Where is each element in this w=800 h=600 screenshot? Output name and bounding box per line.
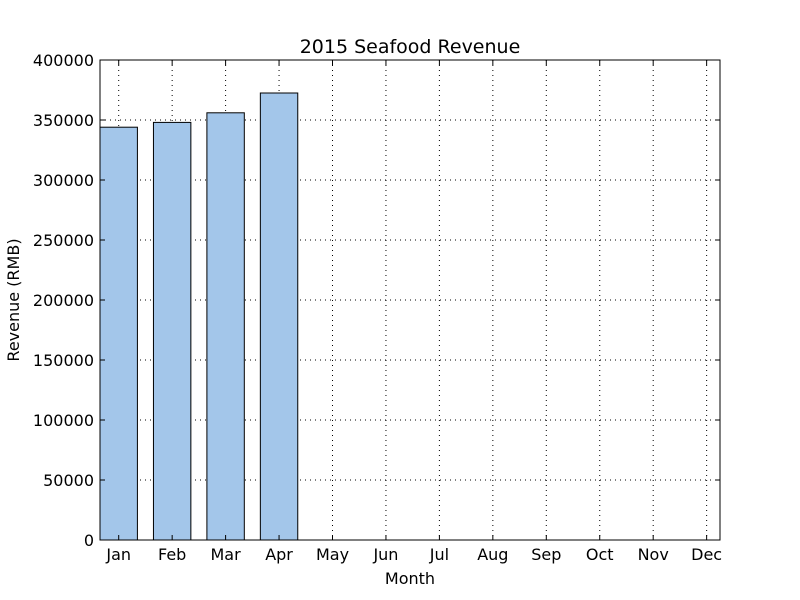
x-tick-label: Dec: [691, 545, 722, 564]
x-tick-label: Nov: [638, 545, 669, 564]
y-tick-label: 200000: [33, 291, 94, 310]
bar-jan: [99, 126, 138, 541]
x-tick-label: May: [316, 545, 349, 564]
y-tick-labels: 0 50000 100000 150000 200000 250000 300000 3500…: [33, 51, 94, 550]
bar-mar: [206, 112, 245, 541]
x-tick-label: Jan: [105, 545, 131, 564]
y-tick-label: 100000: [33, 411, 94, 430]
bar-apr: [259, 92, 299, 541]
y-tick-label: 300000: [33, 171, 94, 190]
x-tick-label: Jul: [429, 545, 449, 564]
x-tick-label: Feb: [158, 545, 186, 564]
y-tick-label: 400000: [33, 51, 94, 70]
x-tick-label: Mar: [211, 545, 242, 564]
y-axis-title: Revenue (RMB): [4, 238, 23, 361]
y-tick-label: 0: [84, 531, 94, 550]
y-tick-label: 150000: [33, 351, 94, 370]
grid-lines: [100, 60, 720, 540]
x-tick-label: Sep: [531, 545, 561, 564]
x-tick-label: Apr: [265, 545, 293, 564]
y-tick-label: 50000: [43, 471, 94, 490]
bars: [99, 92, 299, 541]
x-tick-label: Oct: [586, 545, 614, 564]
chart-title: 2015 Seafood Revenue: [300, 36, 521, 58]
y-tick-label: 350000: [33, 111, 94, 130]
x-tick-label: Aug: [477, 545, 508, 564]
y-tick-label: 250000: [33, 231, 94, 250]
tick-marks: [100, 59, 720, 541]
x-axis-title: Month: [385, 569, 435, 588]
x-tick-labels: Jan Feb Mar Apr May Jun Jul Aug Sep Oct Nov Dec: [105, 545, 722, 564]
x-tick-label: Jun: [372, 545, 398, 564]
bar-feb: [152, 121, 192, 541]
